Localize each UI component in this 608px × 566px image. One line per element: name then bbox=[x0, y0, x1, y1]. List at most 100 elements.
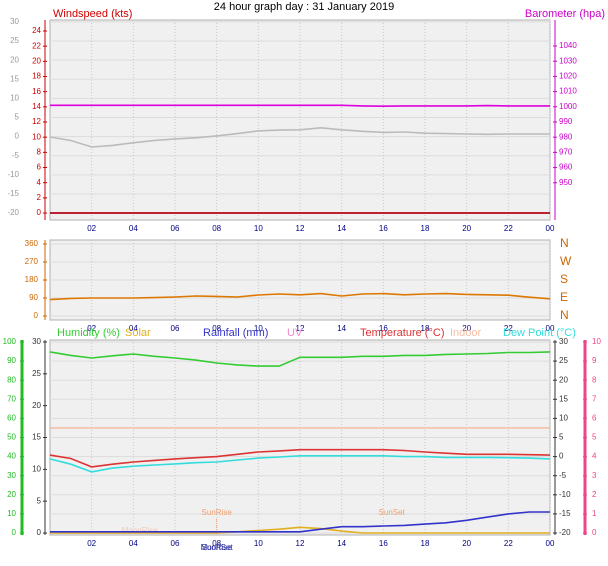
series-line bbox=[50, 104, 550, 108]
y-tick-label: E bbox=[560, 290, 568, 304]
y-tick-label: 20 bbox=[559, 375, 568, 384]
y-tick-label: 15 bbox=[559, 394, 568, 403]
y-tick-label: 10 bbox=[10, 94, 19, 103]
y-tick-label: 4 bbox=[37, 178, 42, 187]
y-tick-label: 20 bbox=[10, 55, 19, 64]
y-tick-label: 20 bbox=[32, 401, 41, 410]
legend-label: Dew Point (°C) bbox=[503, 327, 576, 339]
x-tick-label: 20 bbox=[462, 539, 471, 548]
y-tick-label: 24 bbox=[32, 26, 41, 35]
y-tick-label: 10 bbox=[32, 132, 41, 141]
y-tick-label: 9 bbox=[592, 356, 597, 365]
x-tick-label: 08 bbox=[212, 539, 221, 548]
y-tick-label: 270 bbox=[25, 257, 39, 266]
y-tick-label: W bbox=[560, 254, 572, 268]
y-tick-label: 950 bbox=[559, 178, 573, 187]
x-tick-label: 18 bbox=[421, 324, 430, 333]
x-tick-label: 18 bbox=[421, 539, 430, 548]
x-tick-label: 06 bbox=[171, 224, 180, 233]
x-tick-label: 14 bbox=[337, 539, 346, 548]
y-tick-label: 30 bbox=[32, 337, 41, 346]
legend-label: Rainfall (mm) bbox=[203, 327, 268, 339]
y-tick-label: N bbox=[560, 308, 569, 322]
y-tick-label: 6 bbox=[37, 163, 42, 172]
y-tick-label: -15 bbox=[559, 509, 571, 518]
x-tick-label: 18 bbox=[421, 224, 430, 233]
y-tick-label: 14 bbox=[32, 102, 41, 111]
y-tick-label: 30 bbox=[559, 337, 568, 346]
axis-title: Barometer (hpa) bbox=[525, 8, 605, 20]
y-tick-label: 70 bbox=[7, 394, 16, 403]
y-tick-label: 2 bbox=[592, 490, 597, 499]
y-tick-label: 25 bbox=[10, 36, 19, 45]
legend-label: Indoor bbox=[450, 327, 482, 339]
x-tick-label: 10 bbox=[254, 224, 263, 233]
axis-title: Windspeed (kts) bbox=[53, 8, 132, 20]
y-tick-label: 0 bbox=[15, 132, 20, 141]
y-tick-label: 25 bbox=[559, 356, 568, 365]
x-tick-label: 12 bbox=[296, 539, 305, 548]
axis-note: SunRise bbox=[202, 543, 233, 552]
y-tick-label: 60 bbox=[7, 414, 16, 423]
x-tick-label: 06 bbox=[171, 324, 180, 333]
x-tick-label: 20 bbox=[462, 224, 471, 233]
axis-note: MoonSet bbox=[201, 543, 234, 552]
x-tick-label: 22 bbox=[504, 224, 513, 233]
y-tick-label: 0 bbox=[592, 528, 597, 537]
y-tick-label: 16 bbox=[32, 87, 41, 96]
y-tick-label: 50 bbox=[7, 433, 16, 442]
y-tick-label: 30 bbox=[10, 17, 19, 26]
y-tick-label: 0 bbox=[12, 528, 17, 537]
annotation: SunSet bbox=[379, 508, 406, 517]
x-tick-label: 08 bbox=[212, 224, 221, 233]
series-line bbox=[50, 526, 550, 534]
y-tick-label: 20 bbox=[7, 490, 16, 499]
annotation: MoonRise bbox=[122, 526, 159, 535]
y-tick-label: 10 bbox=[592, 337, 601, 346]
legend-label: Temperature (°C) bbox=[360, 327, 444, 339]
y-tick-label: -20 bbox=[7, 208, 19, 217]
y-tick-label: -20 bbox=[559, 528, 571, 537]
annotation: SunRise bbox=[202, 508, 233, 517]
y-tick-label: -5 bbox=[12, 151, 20, 160]
series-line bbox=[49, 448, 551, 468]
y-tick-label: S bbox=[560, 272, 568, 286]
y-tick-label: 990 bbox=[559, 117, 573, 126]
series-line bbox=[49, 351, 551, 367]
x-tick-label: 02 bbox=[87, 224, 96, 233]
y-tick-label: 2 bbox=[37, 193, 42, 202]
y-tick-label: -5 bbox=[559, 471, 567, 480]
x-tick-label: 04 bbox=[129, 324, 138, 333]
y-tick-label: 0 bbox=[559, 452, 564, 461]
y-tick-label: 15 bbox=[10, 74, 19, 83]
series-line bbox=[50, 511, 550, 533]
x-tick-label: 20 bbox=[462, 324, 471, 333]
y-tick-label: 6 bbox=[592, 413, 597, 422]
x-tick-label: 22 bbox=[504, 539, 513, 548]
legend-label: Solar bbox=[125, 327, 151, 339]
y-tick-label: N bbox=[560, 236, 569, 250]
x-tick-label: 16 bbox=[379, 324, 388, 333]
y-tick-label: 15 bbox=[32, 433, 41, 442]
x-tick-label: 22 bbox=[504, 324, 513, 333]
y-tick-label: 1040 bbox=[559, 41, 577, 50]
x-tick-label: 14 bbox=[337, 324, 346, 333]
y-tick-label: 100 bbox=[3, 337, 17, 346]
y-tick-label: 12 bbox=[32, 117, 41, 126]
legend-label: UV bbox=[287, 327, 303, 339]
y-tick-label: 960 bbox=[559, 163, 573, 172]
y-tick-label: 90 bbox=[7, 356, 16, 365]
y-tick-label: 0 bbox=[37, 528, 42, 537]
y-tick-label: 22 bbox=[32, 41, 41, 50]
y-tick-label: 30 bbox=[7, 471, 16, 480]
y-tick-label: 5 bbox=[37, 496, 42, 505]
y-tick-label: 1030 bbox=[559, 56, 577, 65]
y-tick-label: 25 bbox=[32, 369, 41, 378]
y-tick-label: 1020 bbox=[559, 71, 577, 80]
y-tick-label: 1010 bbox=[559, 87, 577, 96]
x-tick-label: 10 bbox=[254, 539, 263, 548]
x-tick-label: 04 bbox=[129, 224, 138, 233]
x-tick-label: 12 bbox=[296, 324, 305, 333]
x-tick-label: 16 bbox=[379, 539, 388, 548]
